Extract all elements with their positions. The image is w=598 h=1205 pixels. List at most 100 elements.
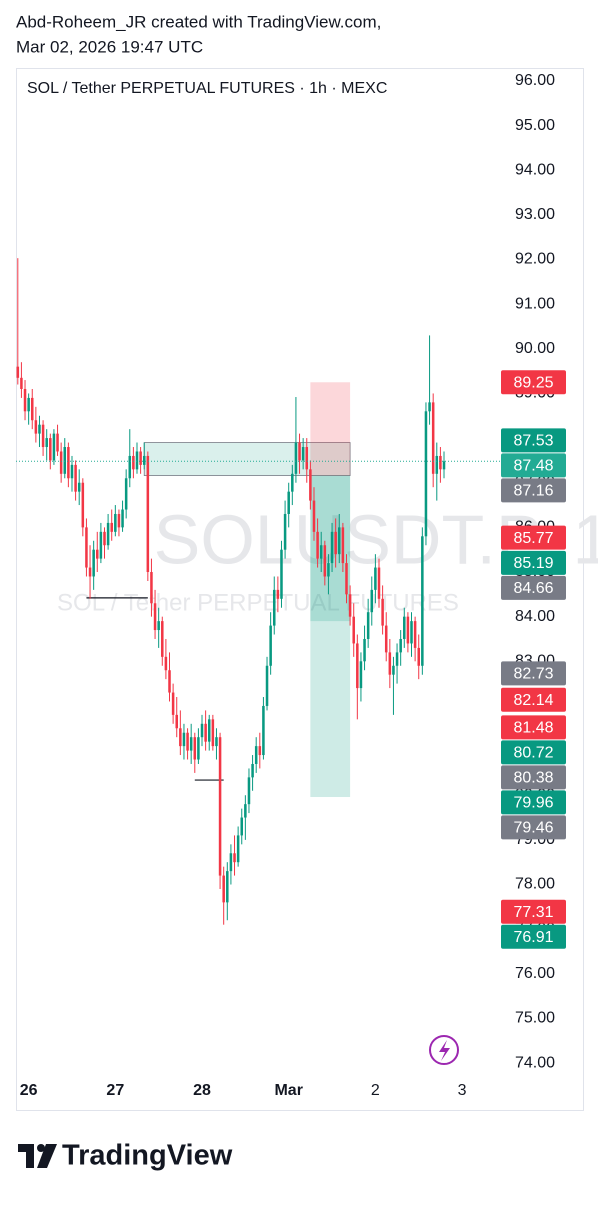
candle-body — [244, 804, 247, 818]
candle-body — [226, 871, 229, 903]
candle-body — [168, 670, 171, 693]
candle-body — [413, 621, 417, 648]
y-tick-label: 74.00 — [515, 1054, 555, 1071]
watermark-subtitle: SOL / Tether PERPETUAL FUTURES — [57, 589, 459, 616]
candle-body — [305, 447, 309, 470]
y-tick-label: 84.00 — [515, 608, 555, 625]
candle-body — [388, 652, 392, 675]
price-label: 81.48 — [513, 720, 553, 737]
candle-body — [403, 616, 406, 639]
price-label-box — [501, 661, 566, 686]
candle-body — [301, 447, 305, 461]
candle-body — [204, 723, 207, 742]
y-tick-label: 92.00 — [515, 251, 555, 268]
y-tick-label: 90.00 — [515, 340, 555, 357]
candle-body — [392, 665, 395, 675]
candle-body — [56, 433, 59, 452]
candle-body — [70, 464, 74, 479]
price-label: 84.66 — [513, 580, 553, 597]
x-tick-label: 3 — [458, 1082, 467, 1099]
brand: TradingView — [62, 1140, 233, 1172]
candle-body — [117, 513, 121, 528]
candle-body — [161, 621, 164, 657]
candle-body — [121, 509, 124, 528]
chart-frame — [16, 68, 584, 1111]
candle-body — [171, 692, 175, 715]
candle-body — [74, 464, 77, 492]
candle-body — [96, 549, 99, 559]
candle-body — [99, 531, 103, 559]
candle-body — [222, 875, 225, 903]
candle-body — [254, 746, 258, 764]
x-tick-label: 28 — [193, 1082, 211, 1099]
candle-body — [294, 442, 298, 474]
candle-body — [41, 424, 45, 448]
candle-body — [211, 719, 215, 747]
price-label-box — [501, 370, 566, 395]
price-label: 87.48 — [513, 458, 553, 475]
candle-body — [139, 451, 142, 465]
candle-body — [215, 737, 218, 747]
candle-body — [67, 447, 70, 479]
candle-body — [323, 545, 327, 577]
candle-body — [233, 853, 236, 863]
price-label: 76.91 — [513, 929, 553, 946]
candle-body — [52, 433, 56, 461]
alert-bolt — [439, 1040, 450, 1061]
price-label-box — [501, 790, 566, 815]
price-label: 85.77 — [513, 530, 553, 547]
candle-body — [399, 638, 402, 653]
price-label: 82.14 — [513, 692, 553, 709]
alert-icon[interactable] — [429, 1035, 459, 1065]
zone — [143, 442, 351, 476]
price-label-box — [501, 550, 566, 575]
x-tick-label: 26 — [20, 1082, 38, 1099]
candle-body — [352, 616, 355, 644]
y-tick-label: 94.00 — [515, 161, 555, 178]
y-tick-label: 96.00 — [515, 72, 555, 89]
candle-body — [298, 442, 301, 461]
candle-body — [197, 737, 200, 760]
candle-body — [77, 482, 81, 492]
candle-body — [283, 513, 287, 550]
candle-body — [265, 665, 269, 706]
candle-body — [370, 589, 374, 613]
price-label-box — [501, 924, 566, 949]
logo — [18, 1144, 57, 1168]
candle-body — [272, 589, 276, 626]
candle-body — [442, 461, 446, 470]
price-label-box — [501, 740, 566, 765]
price-label-box — [501, 899, 566, 924]
candle-body — [435, 455, 439, 474]
candle-body — [157, 621, 160, 631]
candle-body — [142, 455, 146, 465]
candle-body — [27, 397, 30, 412]
candle-body — [20, 377, 23, 389]
candle-body — [175, 714, 178, 729]
price-label: 89.25 — [513, 375, 553, 392]
candle-body — [424, 411, 428, 537]
price-label: 85.19 — [513, 555, 553, 572]
candle-body — [316, 531, 319, 559]
price-label-box — [501, 715, 566, 740]
y-tick-label: 76.00 — [515, 965, 555, 982]
candle-body — [421, 536, 424, 666]
price-label: 77.31 — [513, 904, 553, 921]
candle-body — [153, 603, 157, 631]
candle-body — [23, 388, 27, 412]
price-label-box — [501, 453, 566, 478]
stop-area — [310, 382, 351, 476]
candle-body — [377, 567, 381, 599]
candle-body — [258, 746, 262, 756]
candle-body — [309, 469, 312, 501]
candle-body — [218, 737, 222, 876]
candle-body — [45, 438, 48, 448]
y-tick-label: 91.00 — [515, 295, 555, 312]
candle-body — [63, 447, 67, 474]
candle-body — [431, 402, 435, 474]
candle-body — [229, 853, 233, 872]
candle-body — [428, 402, 431, 412]
candle-body — [38, 424, 41, 434]
candle-body — [291, 473, 294, 492]
